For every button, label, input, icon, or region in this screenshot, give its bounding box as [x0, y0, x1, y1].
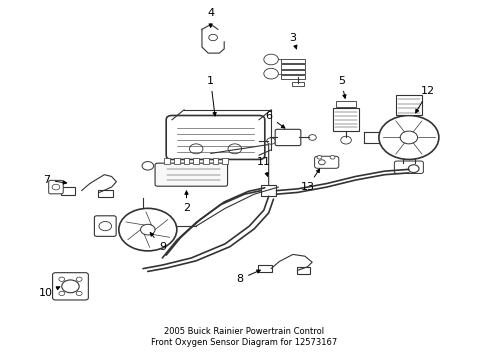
FancyBboxPatch shape	[49, 180, 63, 194]
Circle shape	[407, 165, 418, 172]
FancyBboxPatch shape	[94, 216, 116, 237]
Circle shape	[52, 184, 60, 190]
Text: 2005 Buick Rainier Powertrain Control
Front Oxygen Sensor Diagram for 12573167: 2005 Buick Rainier Powertrain Control Fr…	[151, 327, 337, 347]
Bar	[258, 265, 271, 272]
Circle shape	[316, 156, 321, 159]
Bar	[61, 187, 75, 194]
Circle shape	[208, 34, 217, 41]
Circle shape	[399, 131, 417, 144]
Circle shape	[59, 277, 64, 282]
Text: 13: 13	[300, 169, 319, 192]
Bar	[174, 158, 180, 163]
Text: 4: 4	[207, 8, 214, 27]
Bar	[296, 267, 309, 274]
Circle shape	[308, 135, 316, 140]
Text: 1: 1	[207, 76, 216, 116]
Circle shape	[76, 291, 82, 296]
Bar	[280, 75, 305, 79]
Circle shape	[61, 280, 79, 293]
Text: 2: 2	[183, 191, 190, 213]
Bar	[203, 158, 208, 163]
Circle shape	[266, 138, 275, 144]
Bar	[164, 158, 170, 163]
Circle shape	[99, 221, 111, 231]
Text: 12: 12	[415, 86, 434, 113]
Text: 7: 7	[42, 175, 66, 185]
Bar	[183, 158, 189, 163]
Text: 6: 6	[264, 111, 285, 128]
Text: 11: 11	[256, 157, 270, 176]
Text: 8: 8	[236, 270, 260, 284]
Circle shape	[340, 136, 350, 144]
Bar	[280, 64, 305, 69]
FancyBboxPatch shape	[275, 129, 300, 145]
Text: 5: 5	[337, 76, 346, 98]
Circle shape	[142, 162, 153, 170]
Circle shape	[76, 277, 82, 282]
FancyBboxPatch shape	[53, 273, 88, 300]
Bar	[261, 185, 276, 196]
Bar	[222, 158, 227, 163]
Bar	[291, 82, 303, 86]
Bar	[193, 158, 199, 163]
Bar	[336, 101, 355, 107]
FancyBboxPatch shape	[314, 156, 338, 168]
Circle shape	[140, 224, 155, 235]
Bar	[280, 70, 305, 74]
Text: 9: 9	[150, 233, 165, 252]
Bar	[98, 190, 112, 197]
Bar	[395, 95, 421, 114]
Circle shape	[264, 68, 278, 79]
Circle shape	[264, 54, 278, 65]
Circle shape	[378, 116, 438, 159]
FancyBboxPatch shape	[155, 163, 227, 186]
Circle shape	[318, 160, 325, 165]
Circle shape	[119, 208, 177, 251]
Bar	[332, 108, 359, 131]
Circle shape	[329, 156, 334, 159]
Bar	[212, 158, 218, 163]
Text: 10: 10	[39, 287, 60, 298]
Bar	[280, 59, 305, 63]
Circle shape	[227, 144, 241, 154]
Circle shape	[189, 144, 203, 154]
Text: 3: 3	[289, 33, 296, 49]
FancyBboxPatch shape	[166, 116, 264, 159]
Circle shape	[59, 291, 64, 296]
FancyBboxPatch shape	[393, 161, 423, 174]
